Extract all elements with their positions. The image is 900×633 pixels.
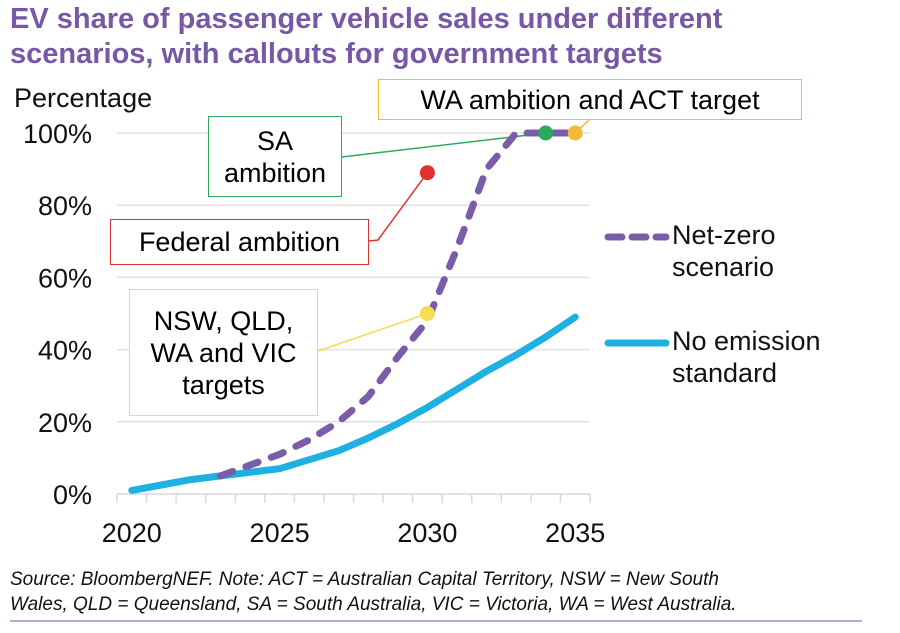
x-tick-label: 2020 xyxy=(102,518,162,548)
federal-ambition-marker xyxy=(419,165,435,181)
y-tick-label: 0% xyxy=(53,480,92,510)
chart-title-line-2: scenarios, with callouts for government … xyxy=(10,38,663,70)
chart-title-line-1: EV share of passenger vehicle sales unde… xyxy=(10,3,723,35)
target-markers xyxy=(419,125,583,321)
y-tick-label: 100% xyxy=(23,119,92,149)
x-axis: 2020 2025 2030 2035 xyxy=(102,493,605,548)
source-note-line-2: Wales, QLD = Queensland, SA = South Aust… xyxy=(10,594,737,615)
y-axis-label: Percentage xyxy=(14,83,152,113)
series-lines xyxy=(128,129,579,494)
legend-label-line: Net-zero xyxy=(672,220,776,250)
legend-label-line: scenario xyxy=(672,252,775,282)
nsw-qld-wa-vic-targets-leader xyxy=(317,312,428,352)
y-tick-label: 20% xyxy=(38,408,92,438)
x-tick-label: 2030 xyxy=(397,518,457,548)
y-tick-label: 40% xyxy=(38,336,92,366)
sa-ambition-marker xyxy=(538,125,554,141)
net-zero-series-line xyxy=(217,129,579,480)
x-tick-label: 2035 xyxy=(545,518,605,548)
legend-item-net-zero: Net-zero scenario xyxy=(672,219,776,283)
gridlines xyxy=(117,132,590,423)
legend-label-line: No emission xyxy=(672,326,821,356)
footer-divider xyxy=(10,620,862,622)
nsw-qld-wa-vic-targets-marker xyxy=(419,306,435,321)
sa-ambition-callout: SA ambition xyxy=(208,116,342,197)
y-tick-label: 80% xyxy=(38,191,92,221)
legend-label-line: standard xyxy=(672,358,778,388)
callout-label-line: Federal ambition xyxy=(138,227,341,257)
wa-act-target-callout: WA ambition and ACT target xyxy=(378,79,802,120)
x-tick-label: 2025 xyxy=(250,518,310,548)
callout-label-line: WA and VIC xyxy=(150,337,297,368)
y-tick-label: 60% xyxy=(38,263,92,293)
callout-label-line: targets xyxy=(182,369,265,400)
legend-item-no-emission: No emission standard xyxy=(672,325,821,389)
source-note: Source: BloombergNEF. Note: ACT = Austra… xyxy=(10,567,737,617)
callout-label-line: ambition xyxy=(223,157,327,188)
callout-label-line: WA ambition and ACT target xyxy=(420,84,760,115)
callout-label-line: SA xyxy=(256,125,294,156)
wa-act-target-marker xyxy=(567,125,583,141)
y-axis: 0% 20% 40% 60% 80% 100% xyxy=(23,119,92,510)
chart-title: EV share of passenger vehicle sales unde… xyxy=(10,2,890,72)
callout-label-line: NSW, QLD, xyxy=(153,305,294,336)
no-emission-series-line xyxy=(128,313,579,494)
source-note-line-1: Source: BloombergNEF. Note: ACT = Austra… xyxy=(10,569,719,590)
federal-ambition-callout: Federal ambition xyxy=(110,219,369,265)
federal-ambition-leader xyxy=(368,172,429,242)
legend-swatches xyxy=(604,233,670,347)
nsw-qld-wa-vic-targets-callout: NSW, QLD, WA and VIC targets xyxy=(129,289,318,416)
